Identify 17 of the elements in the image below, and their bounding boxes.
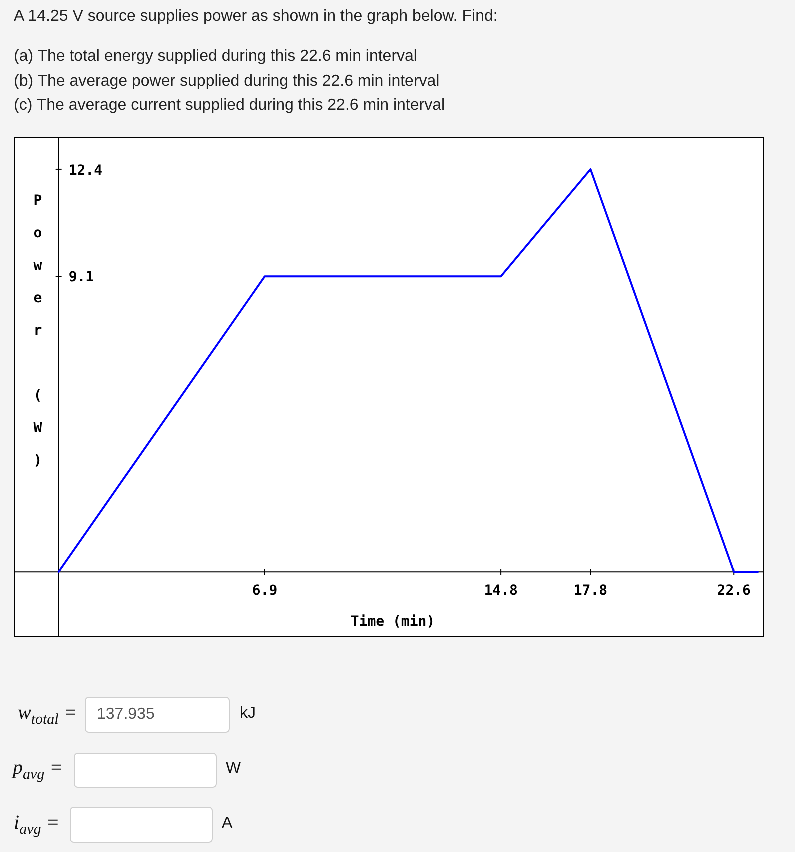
- chart-title: A 14.25 V source supplies power as shown in the graph below. Find:: [14, 7, 498, 27]
- x-axis-title: Time (min): [350, 614, 436, 630]
- y-tick-label: 12.4: [68, 162, 103, 179]
- input-field: 137.935: [85, 697, 230, 733]
- x-tick-label: 17.8: [574, 583, 608, 600]
- text: A: [222, 815, 233, 833]
- text: p$_{avg}$ =: [13, 756, 64, 783]
- x-tick-label: 6.9: [252, 583, 278, 600]
- x-tick-label: 22.6: [717, 583, 751, 600]
- text: w$_{total}$ =: [18, 701, 78, 728]
- text: W: [226, 760, 242, 778]
- y-axis-title: Power (W): [29, 193, 47, 486]
- x-tick-label: 14.8: [484, 583, 518, 600]
- text: i$_{avg}$ =: [14, 811, 60, 838]
- y-tick-label: 9.1: [68, 270, 94, 286]
- chart-subtitle: (a) The total energy supplied during this 22.6 min interval (b) The average power supplied during this 22.6 min interval (c) The average current supplied during this 22.6 min interval: [14, 47, 446, 116]
- text: kJ: [240, 705, 256, 723]
